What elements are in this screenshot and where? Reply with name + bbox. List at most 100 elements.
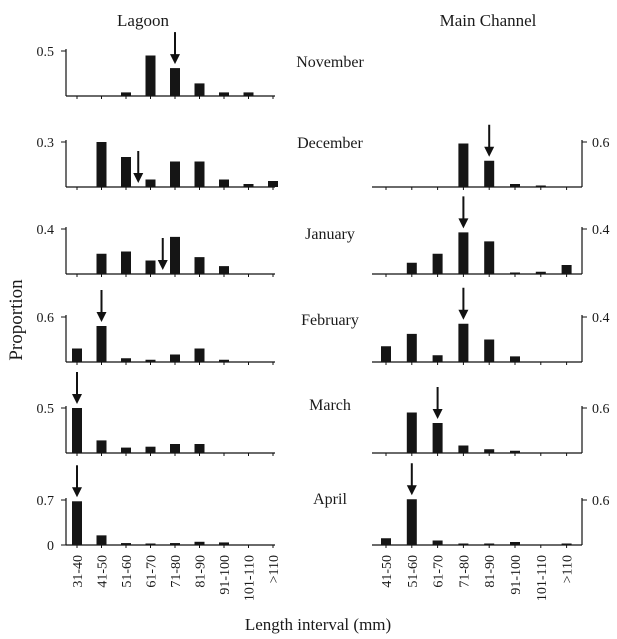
bar-101110	[535, 185, 546, 187]
bar-7180	[170, 543, 180, 545]
x-axis-label: Length interval (mm)	[245, 615, 391, 634]
panel-lagoon-march: 0.5	[37, 372, 275, 456]
bar-5160	[121, 447, 131, 453]
y-tick-label: 0.6	[592, 402, 610, 417]
bar-5160	[406, 262, 417, 274]
bar-7180	[170, 68, 180, 96]
bar-110	[561, 543, 572, 545]
bar-7180	[458, 543, 469, 545]
bar-3140	[72, 501, 82, 545]
panel-lagoon-january: 0.4	[37, 223, 275, 277]
mean-arrow-head	[484, 146, 495, 157]
bar-101110	[535, 271, 546, 274]
panel-channel-april: 0.6 41-50 51-60 61-70 71-80 81-90 91-100 101-11…	[372, 463, 610, 601]
bar-110	[561, 265, 572, 274]
x-tick-label: 41-50	[380, 555, 395, 588]
bar-91100	[510, 542, 520, 545]
x-tick-label: 81-90	[194, 555, 209, 588]
bar-8190	[484, 449, 495, 453]
month-label-march: March	[309, 397, 351, 414]
mean-arrow-head	[157, 260, 168, 270]
bar-5160	[121, 157, 131, 187]
bar-8190	[484, 241, 495, 274]
x-tick-label: 101-110	[243, 555, 258, 601]
month-label-january: January	[305, 226, 355, 243]
y-tick-label: 0.4	[592, 311, 610, 326]
bar-7180	[170, 236, 180, 274]
y-tick-label: 0.6	[37, 311, 55, 326]
y-tick-label-zero: 0	[47, 539, 54, 554]
bar-101110	[243, 92, 254, 96]
month-label-december: December	[297, 135, 363, 152]
y-tick-label: 0.3	[37, 136, 55, 151]
bar-7180	[458, 232, 469, 274]
panel-lagoon-april: 0.7 0 31-40 41-50 51-60 61-70 71-80 81-90 91-100…	[37, 465, 282, 601]
bar-4150	[96, 253, 107, 274]
bar-6170	[432, 355, 443, 362]
x-tick-label: 101-110	[535, 555, 550, 601]
y-axis-label: Proportion	[6, 279, 27, 361]
x-tick-label: >110	[267, 555, 282, 583]
bar-8190	[194, 348, 205, 362]
bar-8190	[194, 444, 205, 453]
mean-arrow-head	[406, 485, 417, 496]
bar-4150	[96, 326, 107, 362]
bar-5160	[121, 251, 131, 274]
bar-91100	[219, 359, 229, 362]
bar-5160	[406, 499, 417, 545]
mean-arrow-head	[458, 309, 469, 320]
x-tick-label: 81-90	[483, 555, 498, 588]
bar-6170	[145, 260, 156, 274]
month-label-february: February	[301, 312, 359, 329]
bar-91100	[219, 179, 229, 187]
x-tick-label: 51-60	[406, 555, 421, 588]
bar-91100	[510, 184, 520, 187]
bar-5160	[121, 358, 131, 362]
x-tick-label: 31-40	[71, 555, 86, 588]
bar-91100	[510, 356, 520, 362]
bar-5160	[406, 412, 417, 453]
mean-arrow-head	[458, 218, 469, 229]
bar-6170	[432, 253, 443, 274]
bar-4150	[381, 538, 391, 545]
mean-arrow-head	[432, 409, 443, 419]
y-tick-label: 0.6	[592, 494, 610, 509]
bar-8190	[484, 160, 495, 187]
x-tick-label: 71-80	[169, 555, 184, 588]
bar-6170	[145, 55, 156, 96]
right-column-title: Main Channel	[440, 11, 537, 30]
bar-5160	[406, 333, 417, 362]
x-tick-label: 61-70	[432, 555, 447, 588]
y-tick-label: 0.5	[37, 402, 55, 417]
bar-7180	[170, 161, 180, 187]
bar-4150	[381, 346, 391, 362]
x-tick-label: 91-100	[218, 555, 233, 595]
panel-channel-february: 0.4	[372, 287, 610, 365]
panel-lagoon-december: 0.3	[37, 136, 278, 190]
bar-4150	[96, 535, 107, 545]
bar-6170	[145, 446, 156, 453]
x-tick-label: 71-80	[457, 555, 472, 588]
y-tick-label: 0.4	[592, 223, 610, 238]
bar-101110	[243, 184, 254, 187]
x-tick-label: >110	[561, 555, 576, 583]
mean-arrow-head	[133, 173, 144, 183]
bar-91100	[219, 92, 229, 96]
bar-5160	[121, 92, 131, 96]
mean-arrow-head	[96, 312, 107, 322]
bar-8190	[194, 257, 205, 274]
bar-7180	[458, 445, 469, 453]
x-tick-label: 61-70	[145, 555, 160, 588]
bar-8190	[194, 83, 205, 96]
bar-8190	[194, 541, 205, 545]
bar-3140	[72, 408, 82, 453]
bar-3140	[72, 348, 82, 362]
bar-4150	[96, 440, 107, 453]
bar-7180	[170, 354, 180, 362]
bar-8190	[194, 161, 205, 187]
bar-4150	[96, 142, 107, 187]
mean-arrow-head	[72, 487, 82, 498]
y-tick-label: 0.7	[37, 494, 55, 509]
bar-7180	[458, 323, 469, 362]
